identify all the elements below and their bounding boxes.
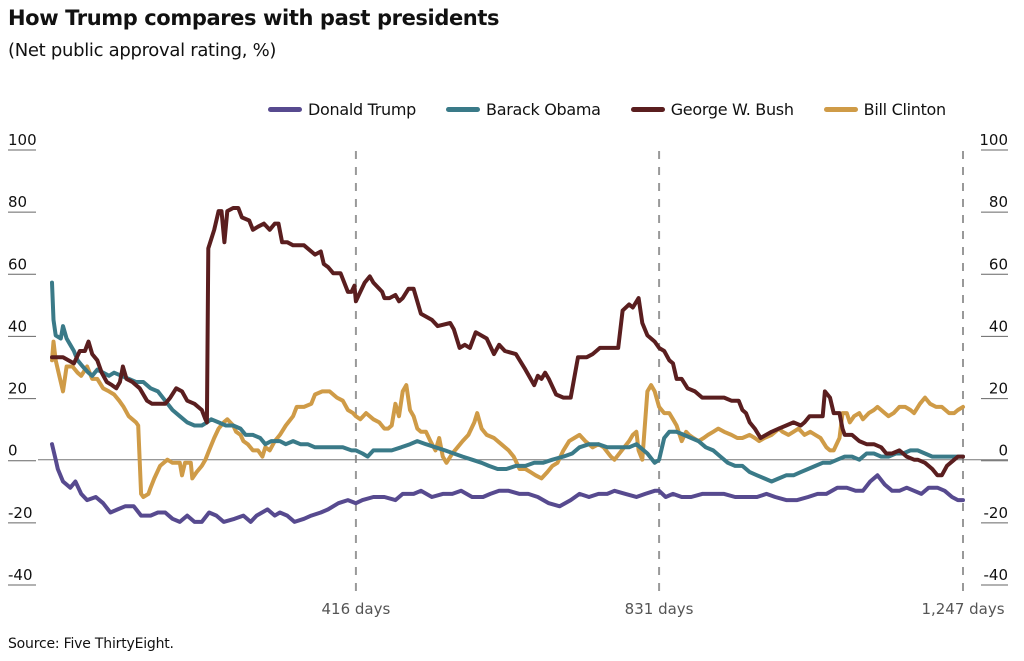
y-tick-label-right: 0 [998, 442, 1008, 460]
y-tick-label-left: 40 [8, 317, 27, 335]
bush-line [50, 206, 965, 478]
legend-label-clinton: Bill Clinton [863, 100, 947, 119]
y-tick-label-right: -20 [984, 504, 1009, 522]
x-tick-label: 416 days [322, 600, 391, 618]
y-tick-label-right: 80 [989, 193, 1008, 211]
series-lines [50, 206, 965, 524]
source-note: Source: Five ThirtyEight. [8, 636, 174, 652]
day-marker-lines [354, 151, 964, 592]
y-tick-label-left: 0 [8, 442, 18, 460]
clinton-line [50, 339, 965, 499]
legend-swatch-clinton [823, 107, 858, 112]
x-tick-label: 831 days [625, 600, 694, 618]
legend-item-bush: George W. Bush [630, 100, 794, 119]
y-tick-label-right: 20 [989, 380, 1008, 398]
y-tick-label-right: 60 [989, 255, 1008, 273]
legend-item-clinton: Bill Clinton [823, 100, 947, 119]
legend-swatch-bush [630, 107, 665, 112]
y-tick-label-left: 60 [8, 255, 27, 273]
y-tick-label-right: 40 [989, 317, 1008, 335]
legend-item-obama: Barack Obama [446, 100, 601, 119]
y-axis-left: 100 80 60 40 20 0 -20 -40 [8, 131, 37, 586]
y-tick-label-left: -40 [8, 566, 33, 584]
x-tick-label: 1,247 days [921, 600, 1004, 618]
legend-swatch-trump [268, 107, 302, 112]
legend-label-obama: Barack Obama [486, 100, 601, 119]
trump-line [50, 442, 965, 524]
y-tick-label-left: 20 [8, 380, 27, 398]
y-axis-right: 100 80 60 40 20 0 -20 -40 [979, 131, 1009, 586]
legend-label-trump: Donald Trump [308, 100, 417, 119]
chart-title: How Trump compares with past presidents [8, 6, 500, 30]
y-tick-label-left: 80 [8, 193, 27, 211]
legend: Donald Trump Barack Obama George W. Bush… [268, 100, 946, 119]
y-tick-label-left: -20 [8, 504, 33, 522]
legend-label-bush: George W. Bush [670, 100, 794, 119]
legend-item-trump: Donald Trump [268, 100, 416, 119]
chart-subtitle: (Net public approval rating, %) [8, 40, 277, 61]
x-axis-labels: 416 days 831 days 1,247 days [322, 600, 1005, 618]
y-tick-label-left: 100 [8, 131, 37, 149]
legend-swatch-obama [446, 107, 481, 112]
obama-line [50, 280, 965, 484]
y-tick-label-right: 100 [979, 131, 1008, 149]
y-tick-label-right: -40 [984, 566, 1009, 584]
